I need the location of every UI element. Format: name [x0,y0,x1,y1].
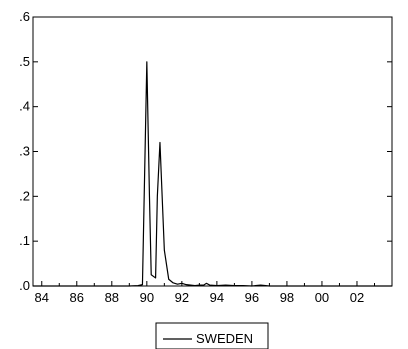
x-tick-label: 86 [70,290,84,305]
y-tick-label: .1 [19,233,30,248]
x-tick-label: 90 [140,290,154,305]
plot-frame [32,16,393,287]
x-axis: 84 86 88 90 92 94 96 98 00 02 [35,281,375,305]
y-tick-label: .6 [19,9,30,24]
y-axis: .0 .1 .2 .3 .4 .5 .6 [19,9,392,293]
y-tick-label: .0 [19,278,30,293]
plot-border [32,16,393,287]
x-tick-label: 84 [35,290,49,305]
legend: SWEDEN [155,322,269,349]
x-tick-label: 00 [315,290,329,305]
x-tick-label: 98 [280,290,294,305]
y-tick-label: .3 [19,144,30,159]
x-tick-label: 94 [210,290,224,305]
legend-label: SWEDEN [196,331,253,346]
legend-box [155,322,269,349]
x-tick-label: 02 [350,290,364,305]
y-tick-label: .5 [19,54,30,69]
series-layer [33,61,392,287]
series-line-sweden [33,61,392,287]
y-tick-label: .4 [19,99,30,114]
x-tick-label: 92 [175,290,189,305]
x-tick-label: 88 [105,290,119,305]
x-tick-label: 96 [245,290,259,305]
y-tick-label: .2 [19,188,30,203]
